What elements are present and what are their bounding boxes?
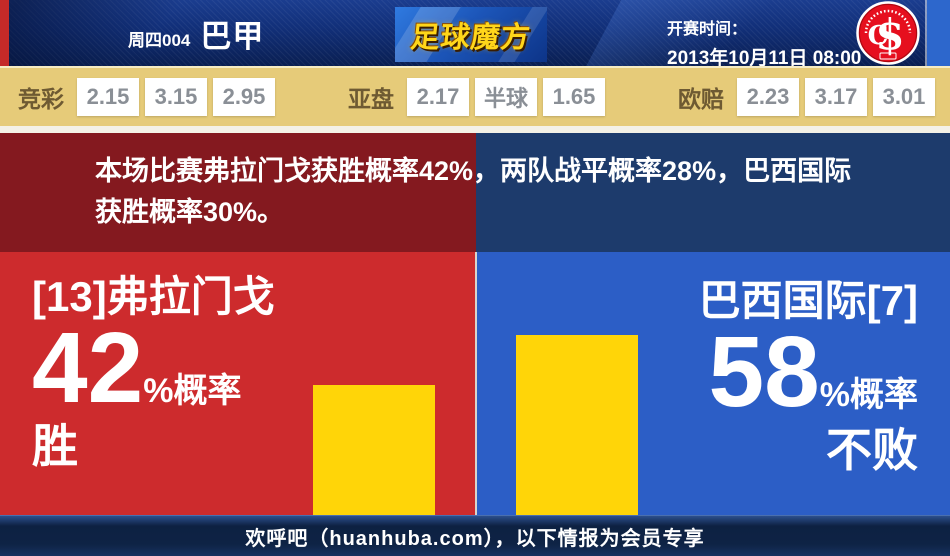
- home-percent-suffix: %概率: [143, 372, 242, 411]
- odds-value-box: 1.65: [543, 78, 605, 116]
- away-info: 巴西国际[7] 58 %概率 不败: [698, 277, 918, 477]
- away-percent-suffix: %概率: [819, 376, 918, 415]
- summary-text: 本场比赛弗拉门戈获胜概率42%，两队战平概率28%，巴西国际获胜概率30%。: [95, 156, 852, 227]
- home-team-name: [13]弗拉门戈: [32, 273, 275, 320]
- odds-value-box: 2.95: [213, 78, 275, 116]
- prediction-panels: [13]弗拉门戈 42 %概率 胜 巴西国际[7] 58 %概率 不败: [0, 252, 950, 515]
- league-name: 巴甲: [200, 18, 265, 54]
- match-code: 周四004: [128, 30, 191, 50]
- odds-group-oupei: 欧赔 2.23 3.17 3.01: [678, 78, 935, 116]
- odds-bar: 竞彩 2.15 3.15 2.95 亚盘 2.17 半球 1.65 欧赔 2.2…: [0, 66, 950, 126]
- odds-value-box: 3.17: [805, 78, 867, 116]
- away-team-name: 巴西国际[7]: [698, 277, 918, 324]
- summary-banner-right-bg: [476, 133, 950, 252]
- odds-value-box: 3.15: [145, 78, 207, 116]
- home-info: [13]弗拉门戈 42 %概率 胜: [32, 273, 275, 473]
- away-prob-bar: [516, 335, 638, 515]
- away-outcome: 不败: [826, 424, 918, 477]
- brand-logo-text: 足球魔方: [408, 21, 533, 54]
- summary-banner-left-bg: [0, 133, 476, 252]
- kickoff-info: 开赛时间： 2013年10月11日 08:00: [667, 15, 861, 66]
- kickoff-time: 2013年10月11日 08:00: [667, 48, 862, 66]
- home-outcome: 胜: [32, 420, 78, 473]
- header-bar: 周四004 巴甲 足球魔方 开赛时间： 2013年10月11日 08:00 C …: [0, 0, 950, 66]
- odds-group-yapan: 亚盘 2.17 半球 1.65: [348, 78, 605, 116]
- footer-bar: 欢呼吧（huanhuba.com），以下情报为会员专享: [0, 515, 950, 556]
- odds-value-box: 3.01: [873, 78, 935, 116]
- odds-value-box: 2.23: [737, 78, 799, 116]
- summary-banner: 本场比赛弗拉门戈获胜概率42%，两队战平概率28%，巴西国际获胜概率30%。: [0, 133, 950, 252]
- home-prob-bar: [313, 385, 435, 515]
- odds-value-box: 2.15: [77, 78, 139, 116]
- odds-label-jingcai: 竞彩: [18, 86, 64, 112]
- home-percent-row: 42 %概率: [32, 316, 275, 421]
- svg-text:C: C: [868, 21, 889, 51]
- odds-group-jingcai: 竞彩 2.15 3.15 2.95: [18, 78, 275, 116]
- right-accent-strip: [927, 0, 950, 66]
- match-title: 周四004 巴甲: [128, 0, 264, 66]
- away-unbeaten-percent: 58: [708, 316, 820, 429]
- brand-logo: 足球魔方: [395, 7, 547, 62]
- home-win-percent: 42: [32, 312, 144, 425]
- odds-label-oupei: 欧赔: [678, 86, 724, 112]
- panel-divider: [475, 252, 477, 515]
- odds-value-box: 2.17: [407, 78, 469, 116]
- separator: [0, 126, 950, 133]
- internacional-badge-icon: C $: [856, 1, 920, 65]
- odds-value-box: 半球: [475, 78, 537, 116]
- svg-text:$: $: [875, 10, 904, 59]
- odds-label-yapan: 亚盘: [348, 86, 394, 112]
- footer-site-text: 欢呼吧（huanhuba.com），以下情报为会员专享: [245, 527, 705, 550]
- away-percent-row: 58 %概率: [699, 320, 918, 425]
- home-panel: [13]弗拉门戈 42 %概率 胜: [0, 252, 475, 515]
- kickoff-label: 开赛时间：: [667, 21, 748, 38]
- left-accent-strip: [0, 0, 9, 66]
